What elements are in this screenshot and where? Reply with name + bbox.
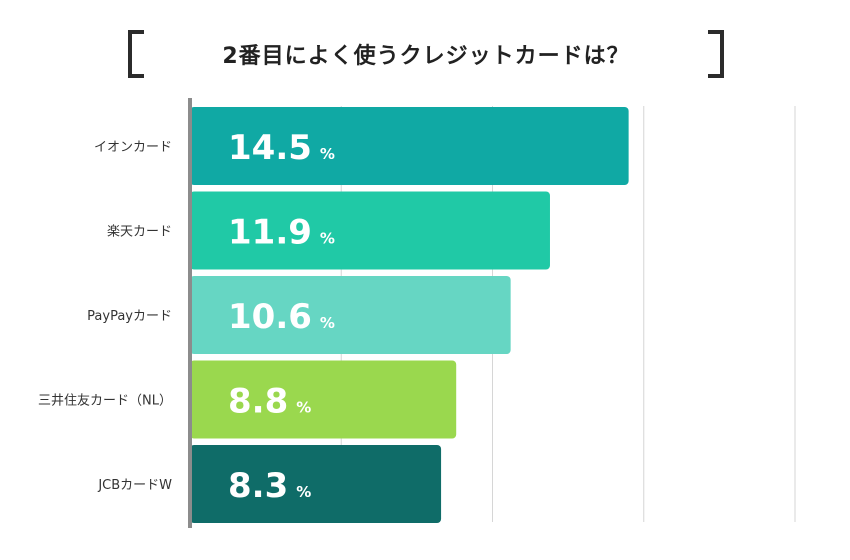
data-label-unit: % [320, 145, 335, 163]
category-label: 三井住友カード（NL） [38, 393, 172, 409]
category-label: JCBカードW [97, 478, 172, 493]
bar [190, 276, 511, 354]
data-label-unit: % [296, 399, 311, 417]
data-label-value: 14.5 [228, 128, 312, 168]
chart-title-block: 2番目によく使うクレジットカードは？ [128, 30, 724, 82]
chart-title: 2番目によく使うクレジットカードは？ [222, 44, 630, 69]
bar [190, 191, 550, 270]
left-bracket-decoration [128, 30, 144, 78]
data-label-value: 8.8 [228, 382, 288, 422]
data-label: 11.9% [228, 213, 335, 253]
data-label-value: 8.3 [228, 466, 288, 506]
data-label: 8.3% [228, 466, 311, 506]
category-label: イオンカード [94, 140, 172, 155]
category-label: PayPayカード [87, 309, 172, 324]
data-label: 14.5% [228, 128, 335, 168]
category-label: 楽天カード [107, 224, 172, 240]
data-label-value: 11.9 [228, 213, 312, 253]
bar [190, 107, 629, 185]
data-label: 10.6% [228, 297, 335, 337]
right-bracket-decoration [708, 30, 724, 78]
data-label-unit: % [320, 230, 335, 248]
data-label-value: 10.6 [228, 297, 312, 337]
data-label: 8.8% [228, 382, 311, 422]
bar [190, 360, 457, 439]
data-label-unit: % [320, 314, 335, 332]
bar [190, 445, 442, 523]
data-label-unit: % [296, 483, 311, 501]
